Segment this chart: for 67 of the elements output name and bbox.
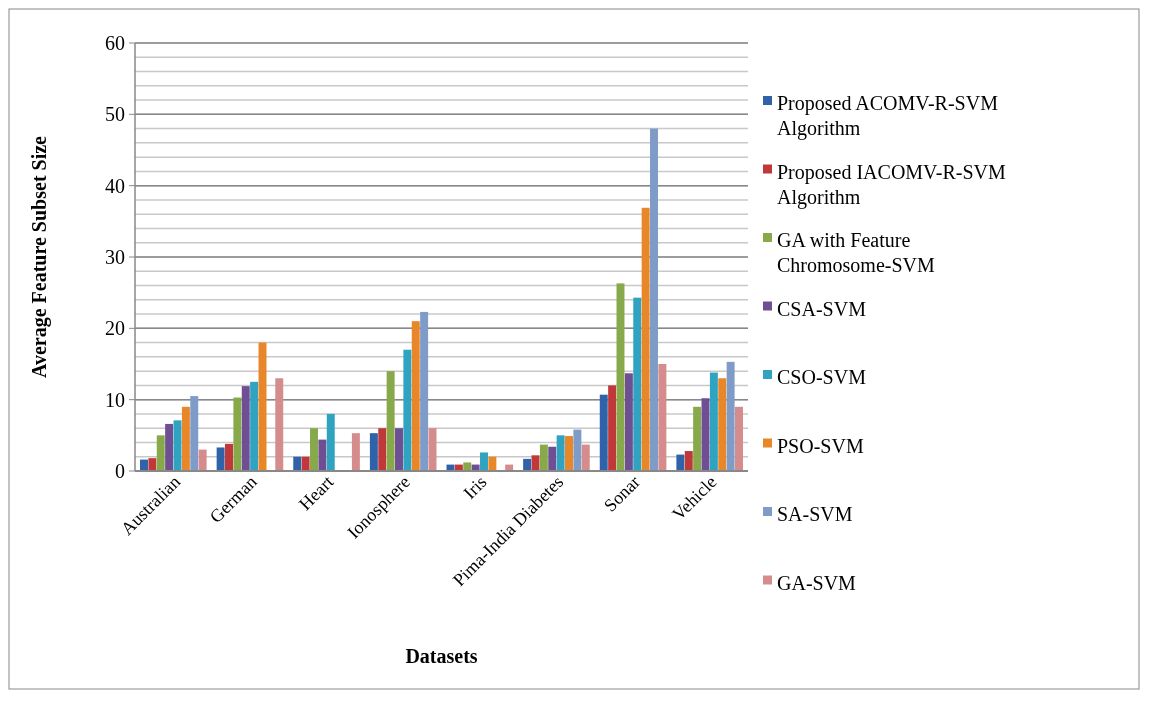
bar (608, 385, 617, 471)
legend-label: Proposed IACOMV-R-SVM Algorithm (777, 160, 1006, 209)
legend-label: CSO-SVM (777, 366, 867, 388)
y-axis-title: Average Feature Subset Size (28, 135, 51, 378)
bar (709, 372, 718, 471)
bar (165, 423, 174, 471)
bar (624, 373, 633, 471)
y-tick-label: 0 (115, 460, 125, 482)
bar (301, 456, 310, 471)
bar (250, 381, 259, 471)
bar (233, 397, 242, 471)
bar (523, 458, 532, 471)
bar (718, 378, 727, 471)
bar (351, 433, 360, 471)
bar (148, 458, 157, 471)
bar (633, 297, 642, 471)
bar (403, 349, 412, 471)
legend-label: GA-SVM (777, 571, 857, 594)
bar (293, 456, 302, 471)
bar (156, 435, 165, 471)
bar (386, 371, 395, 471)
y-tick-label: 30 (105, 246, 125, 268)
bar (310, 428, 318, 471)
bar (369, 433, 378, 471)
x-tick-label: Iris (459, 471, 491, 503)
bar (420, 311, 429, 471)
bar (411, 321, 420, 471)
legend-label: Proposed ACOMV-R-SVM Algorithm (777, 92, 999, 140)
bar (693, 406, 702, 471)
bar (395, 428, 403, 471)
y-tick-label: 40 (105, 174, 125, 197)
legend-label: SA-SVM (777, 503, 853, 525)
y-tick-label: 50 (105, 103, 125, 126)
bar (216, 447, 225, 471)
bar (599, 394, 608, 471)
y-tick-label: 10 (105, 388, 125, 411)
bar (641, 207, 650, 471)
bar (318, 439, 327, 471)
bar (726, 361, 735, 471)
bar (198, 449, 207, 471)
bar (225, 443, 233, 471)
bar (181, 406, 190, 471)
bar (573, 429, 582, 471)
bar (684, 451, 693, 471)
bar (539, 444, 548, 471)
bar (735, 406, 743, 471)
bar (676, 454, 685, 471)
bar (581, 444, 590, 471)
bar (190, 396, 199, 471)
x-axis-title: Datasets (405, 645, 478, 667)
bar (556, 435, 565, 471)
legend-label: GA with Feature Chromosome-SVM (777, 229, 935, 276)
y-tick-label: 20 (105, 317, 125, 340)
bar (241, 386, 250, 471)
legend-label: CSA-SVM (777, 297, 867, 320)
bar (488, 456, 497, 471)
bar (565, 436, 573, 471)
bar (658, 364, 667, 471)
y-tick-label: 60 (105, 32, 125, 54)
bar (650, 128, 658, 471)
legend-label: PSO-SVM (777, 434, 864, 457)
bar (548, 446, 557, 471)
bar (378, 428, 387, 471)
bar (275, 378, 284, 471)
bar (463, 462, 472, 471)
bar (326, 413, 335, 471)
bar (480, 452, 488, 471)
